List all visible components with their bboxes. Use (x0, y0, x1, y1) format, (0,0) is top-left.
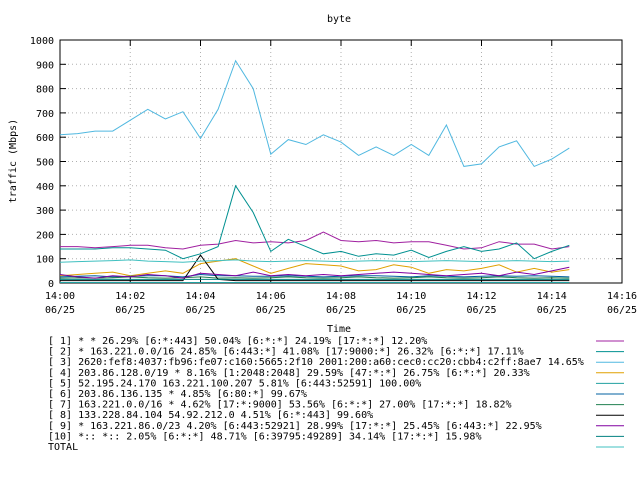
series-line (60, 254, 570, 282)
x-tick-label-time: 14:10 (396, 291, 426, 302)
legend-label: [ 1] * * 26.29% [6:*:443] 50.04% [6:*:*]… (48, 336, 427, 347)
series-line (59, 258, 570, 277)
legend-label: [ 7] 163.221.0.0/16 * 4.62% [17:*:9000] … (48, 400, 512, 411)
legend-label: [ 6] 203.86.136.135 * 4.85% [6:80:*] 99.… (48, 389, 307, 400)
x-axis-label: Time (327, 324, 351, 335)
x-tick-label-date: 06/25 (607, 305, 637, 316)
y-tick-label: 700 (36, 109, 54, 120)
y-tick-label: 800 (36, 85, 54, 96)
series-lines (59, 59, 570, 283)
x-tick-label-time: 14:14 (537, 291, 567, 302)
chart-title: byte (327, 14, 351, 25)
series-line (59, 259, 570, 263)
x-tick-label-date: 06/25 (185, 305, 215, 316)
series-line (59, 266, 570, 279)
series-line (60, 231, 570, 250)
series-line (59, 59, 570, 168)
legend-label: [ 9] * 163.221.86.0/23 4.20% [6:443:5292… (48, 421, 542, 432)
x-tick-label-time: 14:02 (115, 291, 145, 302)
y-axis: 0 100 200 300 400 500 600 700 800 900 1000 (30, 36, 622, 290)
x-tick-label-time: 14:16 (607, 291, 637, 302)
legend-label: [10] *:: *:: 2.05% [6:*:*] 48.71% [6:397… (48, 431, 481, 442)
y-tick-label: 400 (36, 182, 54, 193)
series-line (60, 184, 570, 260)
x-tick-label-date: 06/25 (537, 305, 567, 316)
legend: [ 1] * * 26.29% [6:*:443] 50.04% [6:*:*]… (48, 336, 624, 453)
y-tick-label: 0 (48, 279, 54, 290)
x-tick-label-time: 14:12 (466, 291, 496, 302)
legend-label: TOTAL (48, 442, 78, 453)
series-line (59, 276, 570, 279)
x-tick-label-date: 06/25 (396, 305, 426, 316)
legend-label: [ 3] 2620:fef8:4037:fb96:fe07:c160:5665:… (48, 357, 584, 368)
y-tick-label: 300 (36, 206, 54, 217)
x-tick-label-time: 14:00 (45, 291, 75, 302)
x-tick-label-date: 06/25 (45, 305, 75, 316)
legend-label: [ 4] 203.86.128.0/19 * 8.16% [1:2048:204… (48, 368, 530, 379)
x-tick-label-date: 06/25 (115, 305, 145, 316)
x-tick-label-time: 14:04 (185, 291, 215, 302)
x-tick-label-date: 06/25 (256, 305, 286, 316)
x-tick-label-date: 06/25 (466, 305, 496, 316)
x-tick-label-date: 06/25 (326, 305, 356, 316)
y-tick-label: 900 (36, 60, 54, 71)
legend-label: [ 5] 52.195.24.170 163.221.100.207 5.81%… (48, 378, 421, 389)
y-tick-label: 1000 (30, 36, 54, 47)
x-axis: 14:00 06/25 14:02 06/25 14:04 06/25 14:06 06/25… (45, 40, 637, 316)
y-tick-label: 200 (36, 230, 54, 241)
legend-label: [ 8] 133.228.84.104 54.92.212.0 4.51% [6… (48, 410, 373, 421)
y-tick-label: 600 (36, 133, 54, 144)
y-tick-label: 500 (36, 158, 54, 169)
x-tick-label-time: 14:06 (256, 291, 286, 302)
legend-label: [ 2] * 163.221.0.0/16 24.85% [6:443:*] 4… (48, 347, 524, 358)
grid (60, 40, 622, 283)
y-tick-label: 100 (36, 255, 54, 266)
x-tick-label-time: 14:08 (326, 291, 356, 302)
y-axis-label: traffic (Mbps) (8, 119, 19, 203)
series-line (59, 273, 570, 278)
